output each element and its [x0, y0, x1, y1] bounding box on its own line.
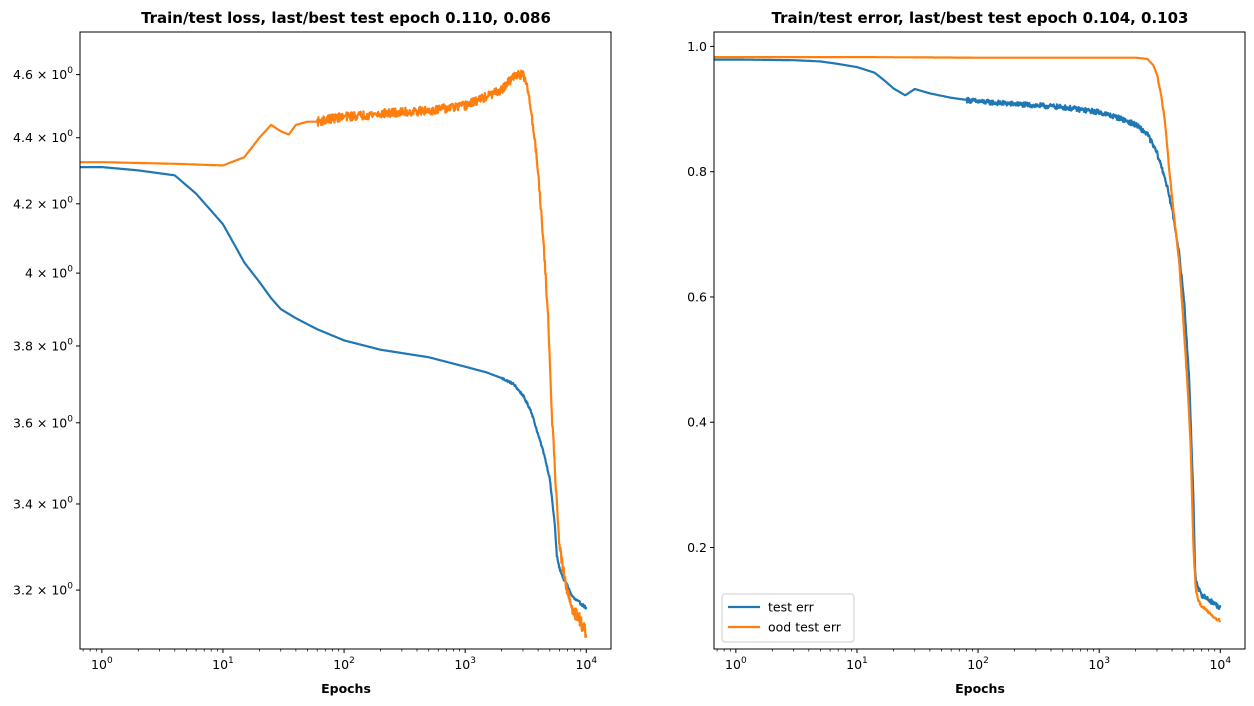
error-chart-series-2-line — [714, 55, 1222, 623]
error-chart-legend-label: test err — [768, 600, 815, 615]
loss-chart: Train/test loss, last/best test epoch 0.… — [13, 9, 612, 696]
loss-chart-xtick-label: 102 — [333, 656, 355, 672]
loss-chart-ytick-label: 3.8 × 100 — [13, 337, 73, 353]
loss-chart-xtick-label: 100 — [91, 656, 113, 672]
error-chart-ytick-label: 0.8 — [687, 164, 707, 179]
loss-chart-xtick-label: 103 — [454, 656, 476, 672]
loss-chart-series-1-line — [80, 166, 588, 610]
error-chart-ytick-label: 0.4 — [687, 415, 707, 430]
error-chart-xtick-label: 104 — [1209, 656, 1231, 672]
error-chart-ytick-label: 0.2 — [687, 540, 707, 555]
error-chart-lines — [714, 55, 1222, 623]
error-chart: Train/test error, last/best test epoch 0… — [687, 9, 1246, 696]
loss-chart-series-2-line — [80, 69, 588, 639]
error-chart-legend-label: ood test err — [768, 620, 842, 635]
error-chart-xtick-label: 103 — [1088, 656, 1110, 672]
loss-chart-ytick-label: 4.4 × 100 — [13, 129, 73, 145]
error-chart-xtick-label: 101 — [846, 656, 868, 672]
error-chart-series-1-line — [714, 58, 1222, 611]
loss-chart-ytick-label: 3.6 × 100 — [13, 414, 73, 430]
loss-chart-ytick-label: 4.6 × 100 — [13, 66, 73, 82]
loss-chart-ytick-label: 4 × 100 — [25, 265, 73, 281]
loss-chart-xtick-label: 101 — [212, 656, 234, 672]
loss-chart-xtick-label: 104 — [575, 656, 597, 672]
error-chart-legend: test err ood test err — [721, 593, 855, 643]
loss-chart-ytick-label: 4.2 × 100 — [13, 195, 73, 211]
error-chart-xlabel: Epochs — [955, 681, 1005, 696]
error-chart-ytick-label: 1.0 — [687, 39, 707, 54]
error-chart-ytick-label: 0.6 — [687, 289, 707, 304]
error-chart-axes: 100 101 102 103 104 0.2 0.4 0.6 0.8 1.0 — [687, 31, 1246, 672]
loss-chart-title: Train/test loss, last/best test epoch 0.… — [141, 9, 551, 27]
loss-chart-ytick-label: 3.2 × 100 — [13, 582, 73, 598]
loss-chart-ytick-label: 3.4 × 100 — [13, 495, 73, 511]
error-chart-frame — [713, 31, 1246, 650]
error-chart-xtick-label: 100 — [725, 656, 747, 672]
error-chart-xtick-label: 102 — [967, 656, 989, 672]
loss-chart-lines — [80, 69, 588, 639]
error-chart-title: Train/test error, last/best test epoch 0… — [771, 9, 1188, 27]
loss-chart-frame — [79, 31, 612, 650]
loss-chart-xlabel: Epochs — [321, 681, 371, 696]
loss-chart-axes: 100 101 102 103 104 3.2 × 100 3.4 × 100 3.6 × 1… — [13, 31, 612, 672]
